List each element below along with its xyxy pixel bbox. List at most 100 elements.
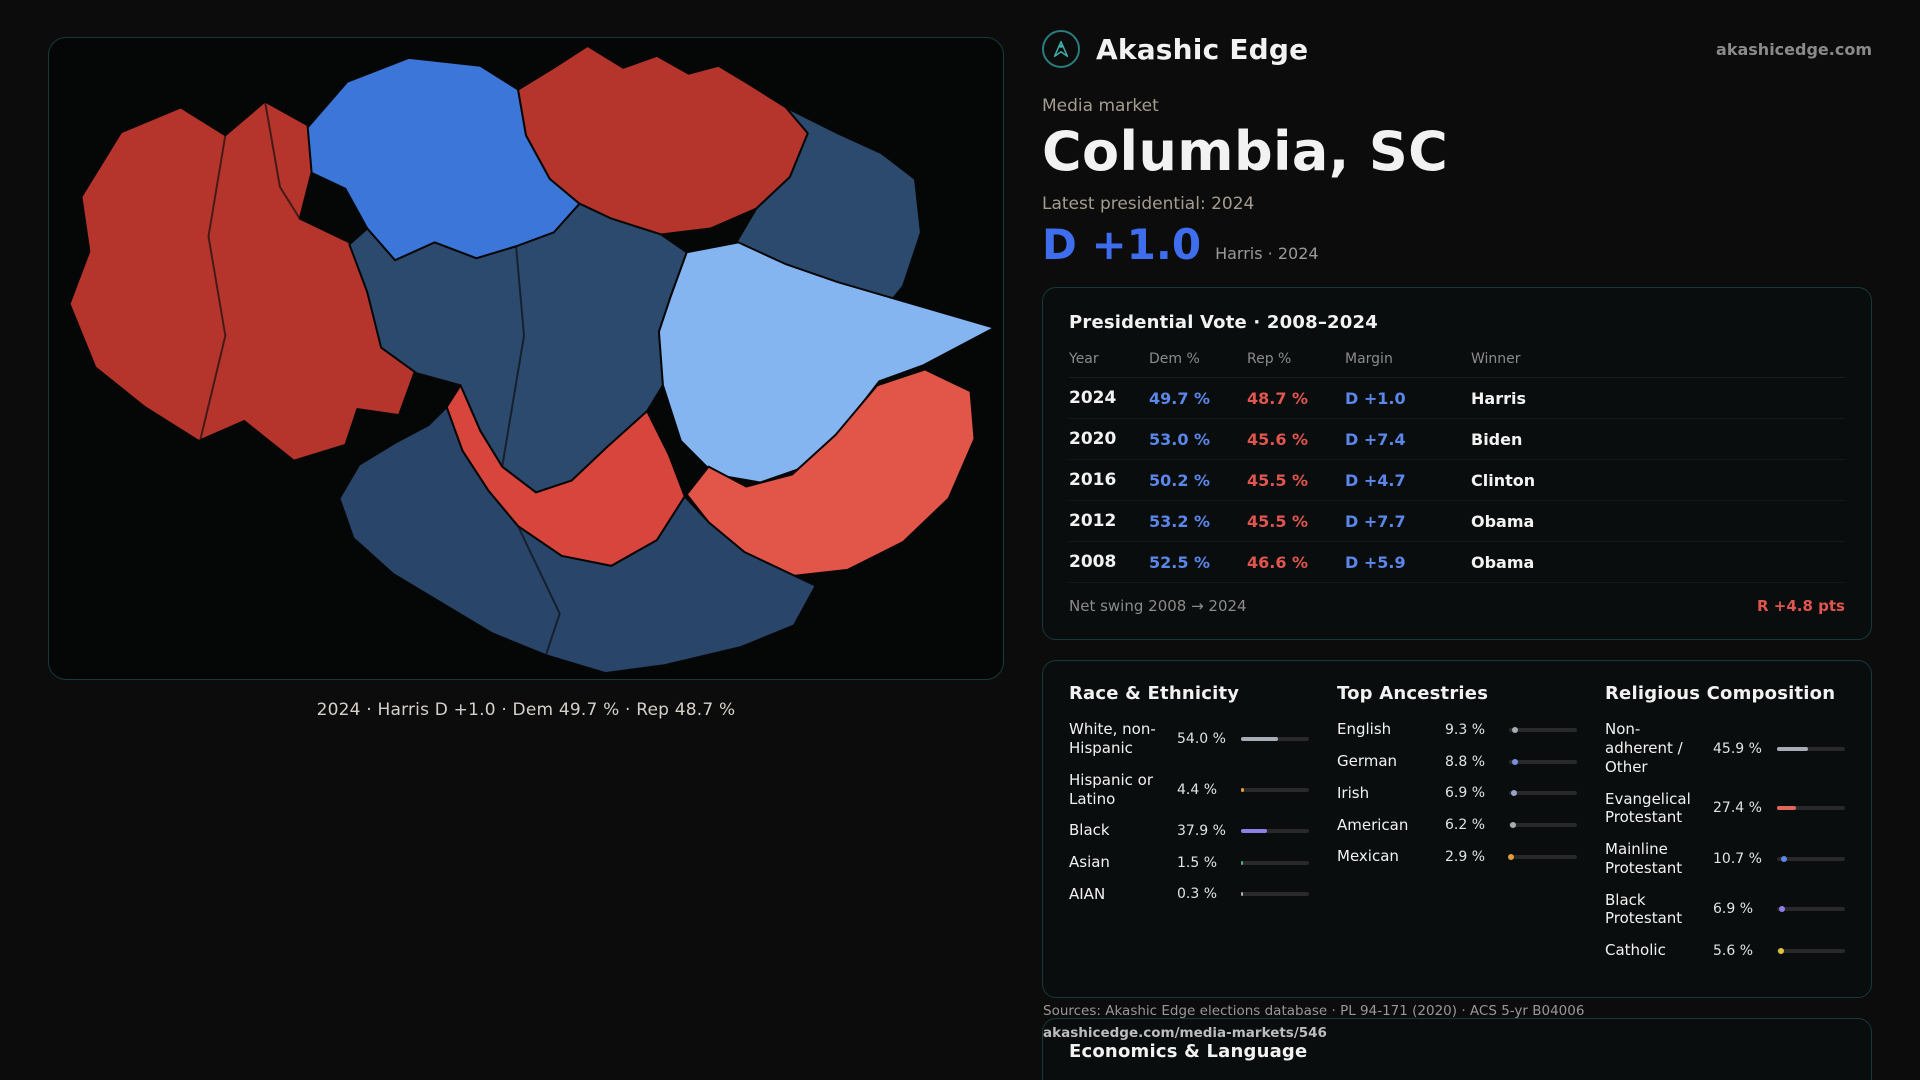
- county-boundary-line: [517, 525, 561, 656]
- table-row: 2020 53.0 % 45.6 % D +7.4 Biden: [1069, 419, 1845, 461]
- race-meter: [1241, 737, 1309, 742]
- ancestry-value: 8.8 %: [1445, 753, 1486, 770]
- vote-card-title: Presidential Vote · 2008–2024: [1069, 312, 1378, 334]
- media-market-map-panel: [48, 37, 1004, 680]
- list-item: English 9.3 %: [1337, 720, 1577, 739]
- county-boundary-line: [199, 135, 227, 440]
- margin-cell: D +5.9: [1345, 552, 1406, 572]
- year-cell: 2008: [1069, 552, 1117, 573]
- permalink[interactable]: akashicedge.com/media-markets/546: [1043, 1025, 1327, 1042]
- ancestry-label: English: [1337, 720, 1392, 739]
- margin-cell: D +4.7: [1345, 470, 1406, 490]
- winner-cell: Obama: [1471, 511, 1535, 531]
- religion-value: 10.7 %: [1713, 850, 1762, 867]
- dem-cell: 52.5 %: [1149, 552, 1211, 572]
- vote-table-header: Year Dem % Rep % Margin Winner: [1069, 351, 1845, 379]
- ancestry-value: 6.2 %: [1445, 817, 1486, 834]
- race-meter: [1241, 787, 1309, 792]
- dem-cell: 49.7 %: [1149, 388, 1211, 408]
- religion-label: Mainline Protestant: [1605, 840, 1683, 877]
- ancestry-meter: [1509, 726, 1577, 733]
- ancestry-value: 9.3 %: [1445, 721, 1486, 738]
- col-header-dem: Dem %: [1149, 351, 1200, 368]
- race-title: Race & Ethnicity: [1069, 683, 1240, 705]
- ancestry-label: American: [1337, 815, 1409, 834]
- religion-value: 5.6 %: [1713, 942, 1754, 959]
- rep-cell: 48.7 %: [1247, 388, 1309, 408]
- race-meter: [1241, 892, 1309, 897]
- religion-label: Evangelical Protestant: [1605, 789, 1691, 827]
- brand-name: Akashic Edge: [1096, 32, 1309, 66]
- dem-cell: 50.2 %: [1149, 470, 1211, 490]
- net-swing-label: Net swing 2008 → 2024: [1069, 597, 1247, 616]
- sources-footer: Sources: Akashic Edge elections database…: [1043, 1000, 1584, 1045]
- presidential-vote-card: Presidential Vote · 2008–2024 Year Dem %…: [1042, 287, 1872, 641]
- religion-label: Black Protestant: [1605, 890, 1683, 928]
- ancestry-value: 6.9 %: [1445, 785, 1486, 802]
- rep-cell: 46.6 %: [1247, 552, 1309, 572]
- religion-section: Religious Composition Non-adherent / Oth…: [1605, 683, 1845, 973]
- page-title: Columbia, SC: [1042, 120, 1449, 183]
- economics-title: Economics & Language: [1069, 1040, 1308, 1062]
- county-region[interactable]: [338, 406, 817, 675]
- race-value: 1.5 %: [1177, 854, 1218, 871]
- site-link[interactable]: akashicedge.com: [1716, 39, 1872, 59]
- race-ethnicity-section: Race & Ethnicity White, non-Hispanic 54.…: [1069, 683, 1309, 973]
- year-cell: 2024: [1069, 388, 1117, 409]
- year-cell: 2016: [1069, 470, 1117, 491]
- list-item: Black 37.9 %: [1069, 821, 1309, 840]
- winner-cell: Clinton: [1471, 470, 1536, 490]
- col-header-rep: Rep %: [1247, 351, 1292, 368]
- year-cell: 2012: [1069, 511, 1117, 532]
- religion-value: 6.9 %: [1713, 901, 1754, 918]
- religion-value: 27.4 %: [1713, 800, 1762, 817]
- religion-value: 45.9 %: [1713, 740, 1762, 757]
- ancestry-meter: [1509, 790, 1577, 797]
- list-item: American 6.2 %: [1337, 816, 1577, 835]
- race-label: Black: [1069, 821, 1110, 840]
- religion-meter: [1777, 746, 1845, 751]
- list-item: German 8.8 %: [1337, 752, 1577, 771]
- list-item: Evangelical Protestant 27.4 %: [1605, 790, 1845, 828]
- margin-cell: D +1.0: [1345, 388, 1406, 408]
- winner-cell: Biden: [1471, 429, 1523, 449]
- economics-card: Economics & Language Median HH income $4…: [1042, 1017, 1872, 1080]
- year-cell: 2020: [1069, 429, 1117, 450]
- race-meter: [1241, 860, 1309, 865]
- margin-cell: D +7.4: [1345, 429, 1406, 449]
- table-row: 2012 53.2 % 45.5 % D +7.7 Obama: [1069, 501, 1845, 543]
- religion-meter: [1777, 947, 1845, 954]
- list-item: Catholic 5.6 %: [1605, 941, 1845, 960]
- list-item: Mexican 2.9 %: [1337, 847, 1577, 866]
- ancestry-meter: [1509, 758, 1577, 765]
- list-item: Hispanic or Latino 4.4 %: [1069, 771, 1309, 809]
- net-swing-value: R +4.8 pts: [1757, 597, 1845, 616]
- list-item: AIAN 0.3 %: [1069, 885, 1309, 904]
- dem-cell: 53.0 %: [1149, 429, 1211, 449]
- rep-cell: 45.6 %: [1247, 429, 1309, 449]
- race-label: White, non-Hispanic: [1069, 720, 1156, 758]
- latest-presidential-label: Latest presidential: 2024: [1042, 194, 1255, 215]
- religion-label: Catholic: [1605, 941, 1666, 960]
- list-item: Mainline Protestant 10.7 %: [1605, 840, 1845, 878]
- list-item: Black Protestant 6.9 %: [1605, 891, 1845, 929]
- rep-cell: 45.5 %: [1247, 470, 1309, 490]
- app-header: Akashic Edge akashicedge.com: [1042, 30, 1872, 68]
- list-item: Non-adherent / Other 45.9 %: [1605, 720, 1845, 776]
- county-boundary-line: [501, 246, 526, 467]
- map-caption: 2024 · Harris D +1.0 · Dem 49.7 % · Rep …: [316, 700, 736, 720]
- market-kicker: Media market: [1042, 96, 1159, 116]
- dem-cell: 53.2 %: [1149, 511, 1211, 531]
- ancestry-label: German: [1337, 752, 1398, 771]
- margin-value: D +1.0: [1042, 220, 1202, 270]
- margin-subtitle: Harris · 2024: [1215, 244, 1319, 264]
- margin-row: D +1.0 Harris · 2024: [1042, 220, 1872, 269]
- religion-meter: [1777, 806, 1845, 811]
- table-row: 2024 49.7 % 48.7 % D +1.0 Harris: [1069, 378, 1845, 420]
- list-item: White, non-Hispanic 54.0 %: [1069, 720, 1309, 758]
- demographics-card: Race & Ethnicity White, non-Hispanic 54.…: [1042, 660, 1872, 998]
- margin-cell: D +7.7: [1345, 511, 1406, 531]
- list-item: Asian 1.5 %: [1069, 853, 1309, 872]
- religion-meter: [1777, 855, 1845, 862]
- county-boundary-line: [264, 101, 301, 220]
